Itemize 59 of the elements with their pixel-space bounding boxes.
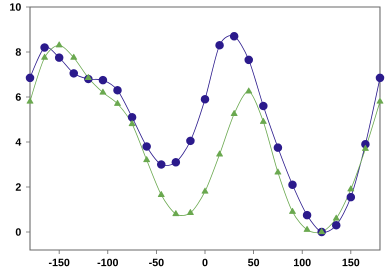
point bbox=[84, 74, 92, 80]
point bbox=[187, 209, 194, 215]
point bbox=[56, 41, 63, 48]
x-tick-label: -100 bbox=[98, 258, 118, 266]
point bbox=[200, 94, 210, 104]
point bbox=[332, 214, 340, 221]
x-tick-label: 0 bbox=[202, 258, 208, 266]
x-tick-label: -150 bbox=[48, 258, 70, 266]
point bbox=[26, 98, 34, 104]
point bbox=[376, 74, 384, 82]
y-tick-label: 4 bbox=[16, 138, 22, 146]
point bbox=[274, 168, 282, 174]
x-tick-label: -50 bbox=[149, 258, 164, 266]
point bbox=[98, 76, 108, 84]
y-tick-label: 10 bbox=[10, 3, 21, 11]
point bbox=[128, 112, 136, 122]
point bbox=[100, 88, 106, 95]
point bbox=[128, 120, 136, 126]
x-tick-label: 50 bbox=[248, 258, 260, 266]
point bbox=[346, 192, 356, 202]
point bbox=[202, 188, 208, 194]
point bbox=[158, 190, 165, 197]
y-tick-label: 6 bbox=[16, 93, 21, 101]
point bbox=[230, 110, 238, 116]
point bbox=[113, 86, 122, 95]
point bbox=[54, 53, 64, 62]
point bbox=[41, 54, 48, 60]
point bbox=[376, 98, 384, 104]
point bbox=[114, 100, 121, 106]
point bbox=[244, 56, 254, 64]
y-tick-label: 8 bbox=[16, 48, 21, 56]
point bbox=[289, 208, 296, 214]
point bbox=[274, 143, 282, 152]
point bbox=[215, 40, 224, 50]
x-tick-label: 150 bbox=[342, 258, 360, 266]
point bbox=[69, 69, 78, 78]
point bbox=[245, 88, 252, 94]
point bbox=[304, 226, 310, 232]
x-tick-label: 100 bbox=[294, 258, 311, 266]
y-tick-label: 0 bbox=[16, 228, 21, 236]
point bbox=[172, 158, 180, 167]
point bbox=[216, 150, 223, 156]
point bbox=[156, 160, 166, 169]
point bbox=[26, 74, 34, 82]
point bbox=[70, 54, 78, 60]
point bbox=[302, 210, 312, 220]
point bbox=[362, 144, 369, 151]
point bbox=[260, 118, 267, 124]
point bbox=[347, 185, 354, 192]
point bbox=[186, 136, 195, 146]
point bbox=[143, 156, 150, 162]
point bbox=[172, 210, 180, 216]
point bbox=[40, 43, 49, 52]
point bbox=[259, 102, 268, 110]
point bbox=[142, 142, 151, 151]
y-tick-label: 2 bbox=[16, 183, 21, 191]
point bbox=[288, 180, 297, 190]
point bbox=[230, 32, 238, 41]
point bbox=[332, 220, 340, 230]
